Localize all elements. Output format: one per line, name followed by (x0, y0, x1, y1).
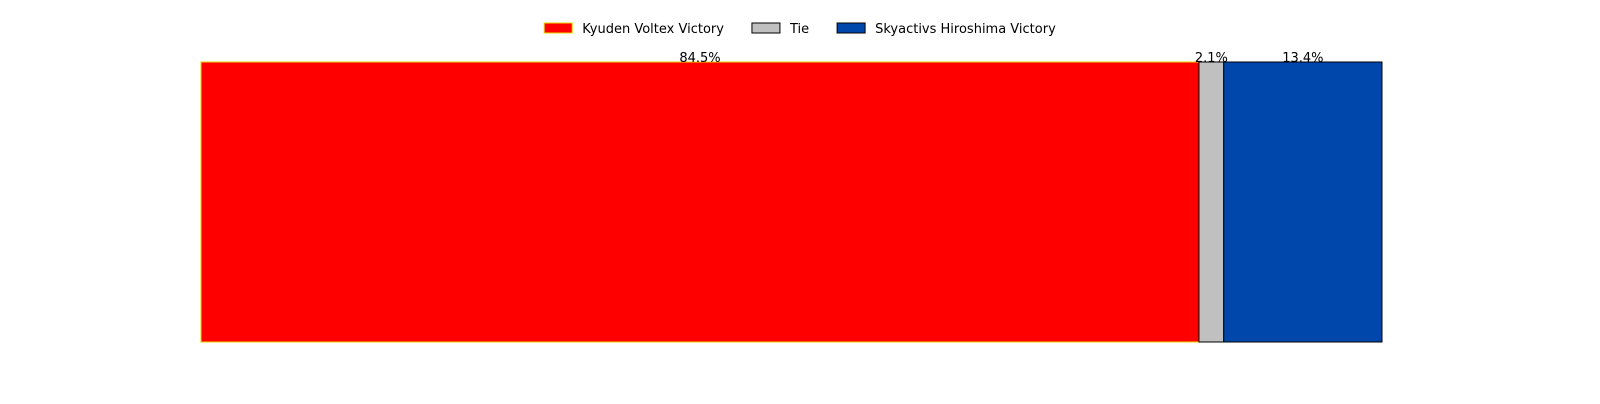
bar-segment-skyactivs-hiroshima-victory (1223, 61, 1383, 343)
legend-swatch-skyactivs-hiroshima-victory (836, 22, 866, 34)
legend-item-kyuden-voltex-victory: Kyuden Voltex Victory (543, 22, 724, 37)
bar-segment-tie (1198, 61, 1225, 343)
legend-item-skyactivs-hiroshima-victory: Skyactivs Hiroshima Victory (836, 22, 1056, 37)
legend-label-tie: Tie (789, 22, 809, 37)
legend-swatch-kyuden-voltex-victory (543, 22, 573, 34)
data-label-kyuden-voltex-victory: 84.5% (679, 51, 720, 66)
bar-segments (200, 61, 1383, 343)
data-label-tie: 2.1% (1195, 51, 1228, 66)
data-labels: 84.5% 2.1% 13.4% (679, 51, 1323, 66)
legend-swatch-tie (751, 22, 781, 34)
legend-item-tie: Tie (751, 22, 809, 37)
legend: Kyuden Voltex Victory Tie Skyactivs Hirosh… (543, 22, 1056, 37)
data-label-skyactivs-hiroshima-victory: 13.4% (1282, 51, 1323, 66)
bar-segment-kyuden-voltex-victory (200, 61, 1200, 343)
legend-label-kyuden-voltex-victory: Kyuden Voltex Victory (582, 22, 724, 37)
legend-label-skyactivs-hiroshima-victory: Skyactivs Hiroshima Victory (875, 22, 1056, 37)
